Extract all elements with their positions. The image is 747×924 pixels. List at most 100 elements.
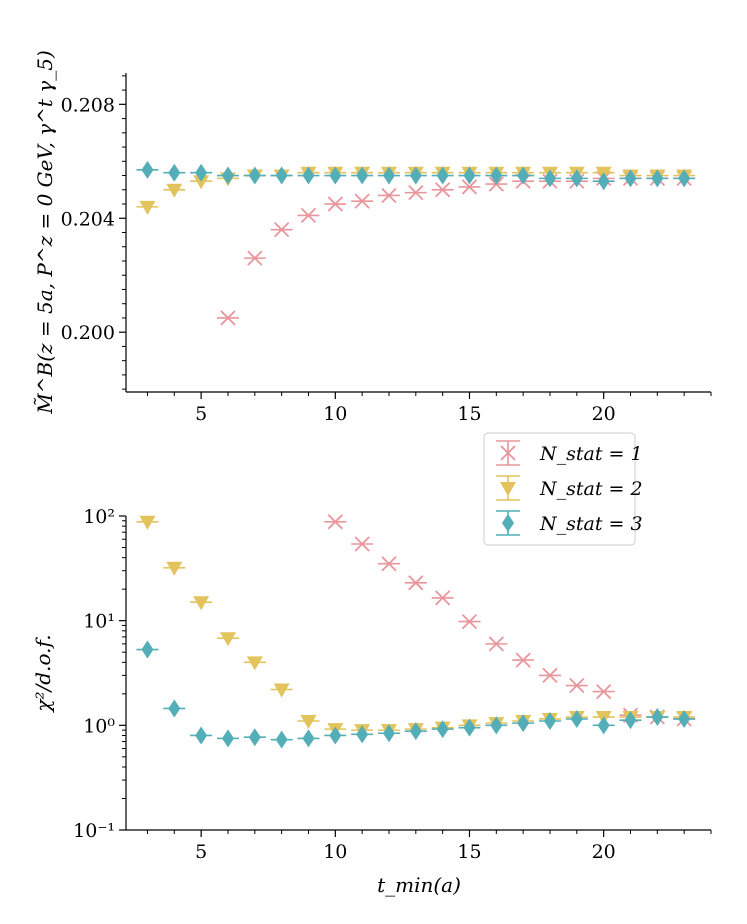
top-series-3 [136, 160, 696, 191]
bottom-series-3-point [543, 712, 556, 731]
legend-box [483, 432, 636, 546]
top-x-tick-label: 15 [457, 403, 481, 425]
bottom-series-1-point [542, 667, 558, 684]
top-series-3-point [382, 166, 395, 185]
top-series-1-point [220, 310, 236, 326]
bottom-series-2-point [219, 632, 236, 647]
bottom-series-1-point [327, 514, 343, 530]
top-series-2-point [166, 183, 183, 198]
top-series-3-point [463, 166, 476, 185]
bottom-series-2-point [300, 715, 317, 730]
bottom-series-1 [324, 514, 696, 727]
top-x-tick-label: 10 [323, 403, 347, 425]
top-ticks-layer: 5 10 15 20 0.200 0.204 0.208 [61, 75, 712, 425]
top-series-3-point [221, 166, 234, 185]
bottom-panel: 5 10 15 20 10⁻¹ 10⁰ 10¹ 10² χ²/d.o.f. t_min(a) [31, 506, 712, 897]
bottom-series-1-point [381, 556, 397, 572]
top-series-1-point [327, 196, 343, 212]
top-x-tick-label: 5 [195, 403, 207, 425]
top-series-1-point [354, 193, 370, 209]
bottom-series-3-point [221, 729, 234, 748]
top-series-3-point [651, 169, 664, 188]
top-series-3-point [624, 169, 637, 188]
top-series-3-point [248, 166, 261, 185]
bottom-series-3-point [678, 709, 691, 728]
bottom-series-3-point [436, 720, 449, 739]
bottom-series-2-point [139, 515, 156, 530]
top-series-3-point [275, 166, 288, 185]
legend-label-2: N_stat = 2 [539, 478, 643, 500]
bottom-series-3-point [141, 640, 154, 659]
bottom-x-axis-title: t_min(a) [377, 873, 461, 897]
bottom-series-3-point [409, 722, 422, 741]
legend-label-3: N_stat = 3 [539, 513, 643, 535]
top-y-tick-label: 0.204 [61, 208, 115, 230]
bottom-series-1-point [461, 613, 478, 630]
bottom-series-3-point [248, 728, 261, 747]
top-series-3-point [490, 166, 503, 185]
bottom-series-3-point [329, 726, 342, 745]
top-series-1-point [247, 250, 263, 266]
legend-entries: N_stat = 1 N_stat = 2 N_stat = 3 [496, 440, 643, 536]
bottom-series-3-point [517, 714, 530, 733]
top-series-3-point [409, 166, 422, 185]
top-series-3-point [356, 166, 369, 185]
top-series-3-point [329, 166, 342, 185]
bottom-y-tick-label: 10² [83, 506, 115, 528]
top-series-3-point [141, 160, 154, 179]
bottom-series-2-point [273, 683, 290, 698]
top-series-1-point [300, 207, 317, 224]
top-series-2-point [193, 175, 210, 190]
bottom-series-3-point [570, 709, 583, 728]
top-series-1-point [381, 187, 397, 204]
bottom-series-3-point [624, 711, 637, 730]
top-series-1-point [461, 179, 478, 195]
bottom-series-1-point [488, 636, 504, 652]
bottom-series-3-point [597, 716, 610, 735]
legend-marker-3 [502, 514, 514, 532]
bottom-series-2-point [166, 561, 183, 576]
top-series-3-point [678, 169, 691, 188]
bottom-series-1-point [596, 683, 612, 700]
bottom-x-tick-label: 10 [323, 841, 347, 863]
bottom-x-tick-label: 20 [592, 841, 616, 863]
top-series-1 [216, 170, 696, 326]
bottom-series-2-point [193, 596, 210, 611]
top-y-tick-label: 0.208 [61, 94, 115, 116]
bottom-series-3-point [382, 724, 395, 743]
legend-marker-2 [500, 482, 516, 496]
top-series-1-point [435, 182, 451, 198]
bottom-ticks-layer: 5 10 15 20 10⁻¹ 10⁰ 10¹ 10² [73, 506, 712, 863]
bottom-series-3-point [168, 699, 181, 718]
top-series-3-point [597, 172, 610, 191]
legend: N_stat = 1 N_stat = 2 N_stat = 3 [483, 432, 643, 546]
bottom-series-2-point [246, 656, 263, 671]
bottom-x-tick-label: 5 [195, 841, 207, 863]
bottom-marks-layer [136, 514, 696, 749]
bottom-series-3-point [195, 726, 208, 745]
top-y-tick-label: 0.200 [61, 322, 115, 344]
bottom-series-1-point [569, 677, 585, 694]
top-series-3-point [517, 166, 530, 185]
top-panel: 5 10 15 20 0.200 0.204 0.208 M̃^B(z = 5a, P^z … [33, 50, 712, 425]
bottom-series-2 [136, 515, 696, 739]
legend-marker-1 [500, 445, 516, 461]
top-series-3-point [543, 169, 556, 188]
top-series-2-point [139, 200, 156, 215]
bottom-y-tick-label: 10¹ [83, 611, 115, 633]
bottom-series-3-point [275, 730, 288, 749]
bottom-series-3-point [302, 729, 315, 748]
bottom-series-1-point [408, 575, 424, 591]
bottom-series-3-point [490, 716, 503, 735]
top-series-1-point [274, 222, 290, 238]
bottom-x-tick-label: 15 [457, 841, 481, 863]
top-series-3-point [168, 163, 181, 182]
top-marks-layer [136, 160, 696, 326]
bottom-y-axis-title: χ²/d.o.f. [31, 634, 55, 713]
top-series-3-point [302, 166, 315, 185]
bottom-series-1-point [435, 590, 451, 606]
bottom-y-tick-label: 10⁻¹ [73, 820, 115, 842]
legend-label-1: N_stat = 1 [539, 443, 643, 465]
bottom-series-3-point [356, 725, 369, 744]
